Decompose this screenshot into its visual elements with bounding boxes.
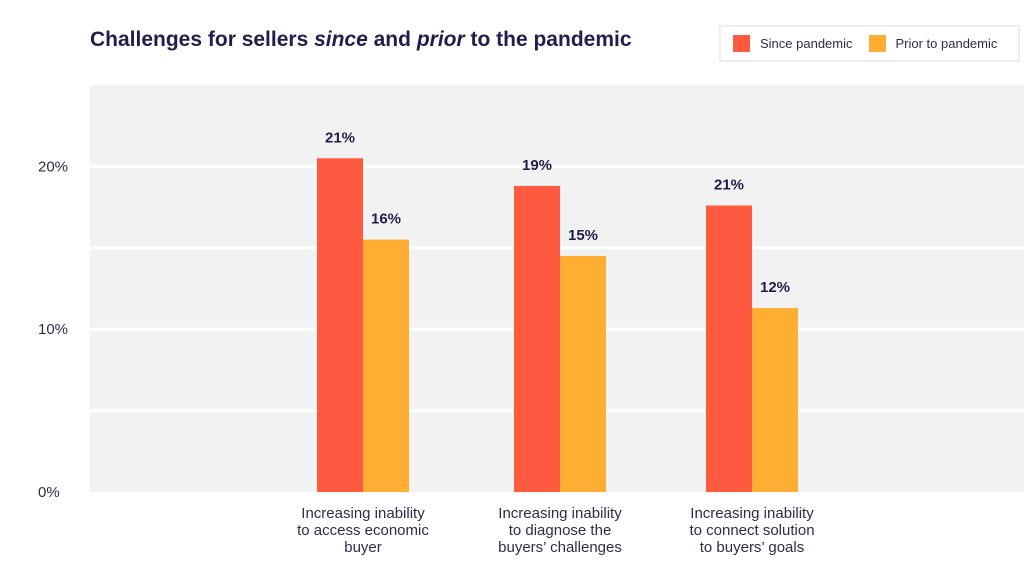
legend-item-since: Since pandemic	[733, 35, 853, 52]
data-label: 15%	[568, 227, 598, 244]
x-category-label-line: to diagnose the	[509, 522, 612, 539]
x-category-label: Increasing inability to diagnose the buyer…	[498, 505, 622, 556]
data-label: 21%	[325, 129, 355, 146]
chart-title-part: prior	[416, 28, 465, 51]
data-label: 16%	[371, 211, 401, 228]
x-category-label-line: buyers’ challenges	[498, 539, 622, 556]
x-category-label: Increasing inability to connect solution t…	[689, 505, 814, 556]
data-label: 19%	[522, 157, 552, 174]
bar	[317, 158, 363, 492]
bar	[706, 205, 752, 493]
legend-swatch-since	[733, 35, 750, 52]
x-category-label: Increasing inability to access economic bu…	[297, 505, 429, 556]
chart-title-part: to the pandemic	[464, 28, 632, 51]
x-category-label-line: to connect solution	[689, 522, 814, 539]
chart-title-part: and	[367, 28, 417, 51]
y-tick-label: 10%	[38, 321, 68, 338]
chart-title: Challenges for sellers since and prior t…	[90, 28, 632, 52]
y-tick-label: 0%	[38, 484, 60, 501]
chart-title-part: since	[314, 28, 368, 51]
bar	[752, 308, 798, 492]
legend: Since pandemic Prior to pandemic	[719, 25, 1020, 62]
legend-item-prior: Prior to pandemic	[868, 35, 998, 52]
x-category-label-line: buyer	[344, 539, 382, 556]
bar	[560, 255, 606, 492]
y-tick-label: 20%	[38, 158, 68, 175]
x-category-label-line: to buyers’ goals	[700, 539, 805, 556]
x-category-label-line: Increasing inability	[498, 505, 622, 522]
data-label: 12%	[760, 279, 790, 296]
bar	[363, 239, 409, 492]
legend-swatch-prior	[868, 35, 886, 52]
legend-label-prior: Prior to pandemic	[895, 36, 998, 51]
x-category-label-line: to access economic	[297, 522, 429, 539]
legend-label-since: Since pandemic	[760, 36, 853, 51]
x-category-label-line: Increasing inability	[301, 505, 425, 522]
x-category-label-line: Increasing inability	[690, 505, 814, 522]
data-label: 21%	[714, 176, 744, 193]
chart-title-part: Challenges for sellers	[90, 28, 315, 51]
bar	[514, 185, 560, 492]
